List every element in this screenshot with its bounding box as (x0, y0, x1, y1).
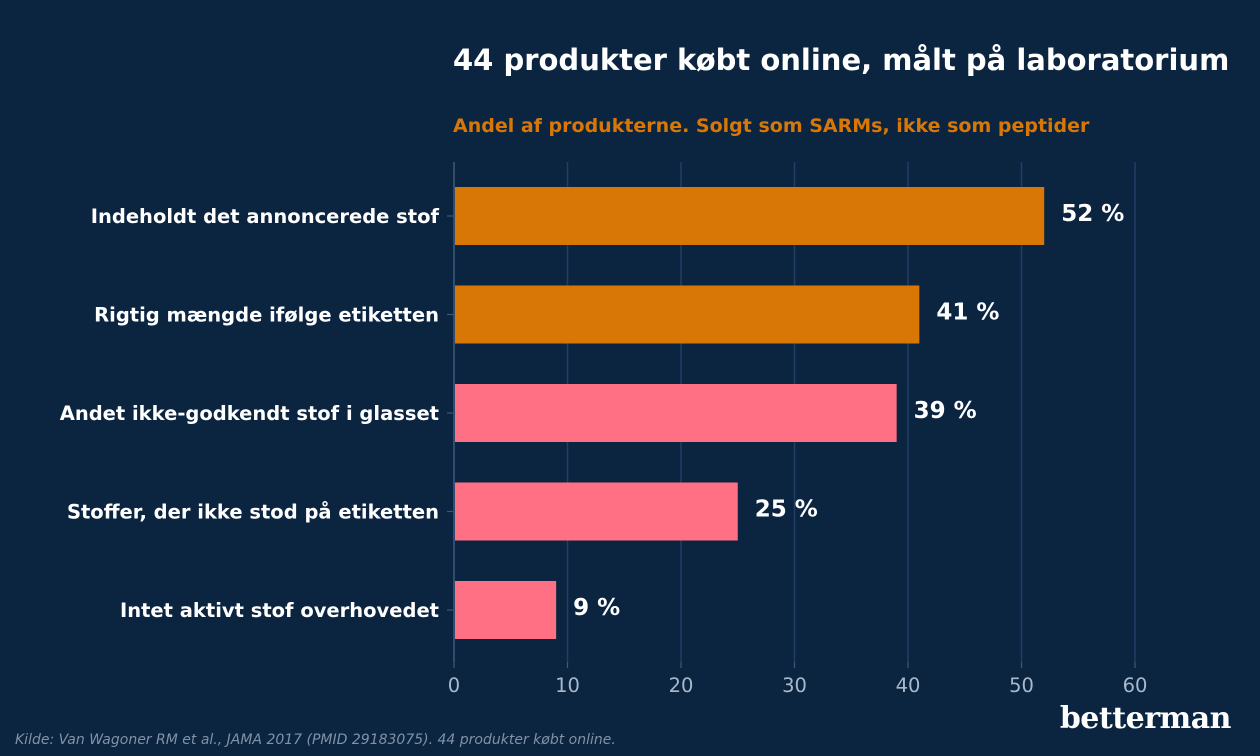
category-label: Rigtig mængde ifølge etiketten (94, 304, 439, 327)
x-tick-label: 0 (448, 674, 460, 697)
chart-subtitle: Andel af produkterne. Solgt som SARMs, i… (453, 115, 1090, 137)
bar (455, 285, 920, 344)
x-tick-label: 30 (782, 674, 807, 697)
brand-logo: betterman (1060, 701, 1232, 736)
category-label: Andet ikke-godkendt stof i glasset (60, 402, 439, 425)
x-tick-label: 60 (1123, 674, 1148, 697)
x-tick-label: 50 (1009, 674, 1034, 697)
value-label: 9 % (573, 595, 620, 621)
bar (455, 384, 897, 442)
source-note: Kilde: Van Wagoner RM et al., JAMA 2017 … (15, 732, 616, 748)
x-tick-label: 40 (896, 674, 921, 697)
category-label: Stoffer, der ikke stod på etiketten (67, 500, 439, 524)
x-tick-label: 20 (669, 674, 694, 697)
value-label: 39 % (914, 398, 977, 424)
category-labels: Indeholdt det annoncerede stof Rigtig mæn… (60, 205, 453, 622)
bars (455, 187, 1045, 639)
chart-title: 44 produkter købt online, målt på labora… (453, 43, 1229, 77)
bar (455, 482, 738, 541)
x-tick-label: 10 (555, 674, 580, 697)
value-label: 41 % (936, 300, 999, 326)
category-label: Indeholdt det annoncerede stof (91, 205, 440, 228)
value-label: 25 % (755, 497, 818, 523)
bar (455, 581, 557, 639)
value-labels: 52 % 41 % 39 % 25 % 9 % (573, 201, 1124, 621)
category-label: Intet aktivt stof overhovedet (120, 599, 439, 622)
x-axis: 0 10 20 30 40 50 60 (448, 662, 1148, 697)
value-label: 52 % (1061, 201, 1124, 227)
bar (455, 187, 1045, 245)
